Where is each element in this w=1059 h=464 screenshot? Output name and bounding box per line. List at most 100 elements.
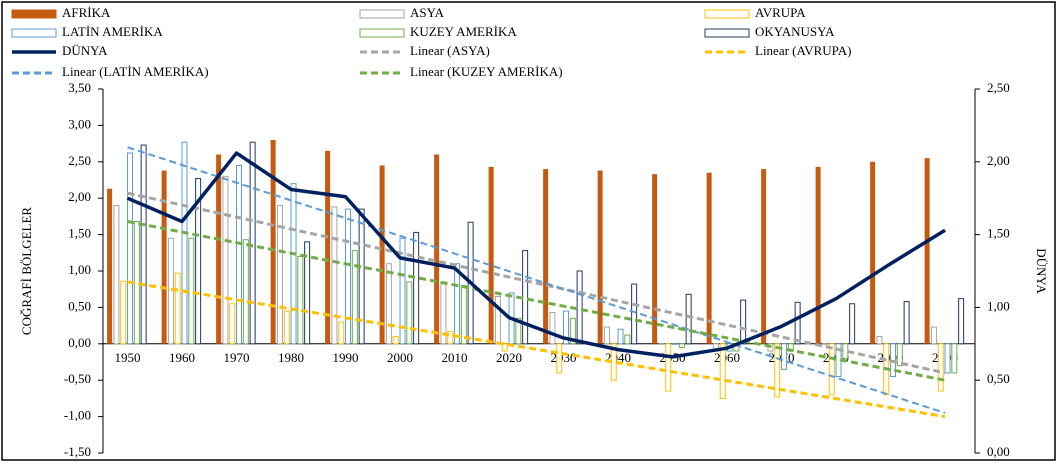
legend-label: Linear (LATİN AMERİKA) — [62, 64, 209, 79]
bar — [501, 343, 508, 352]
y-tick-label: -1,50 — [64, 444, 91, 459]
y-tick-label: 0,50 — [68, 298, 91, 313]
bar — [392, 336, 399, 345]
bar — [849, 303, 856, 345]
bar — [283, 310, 290, 345]
bar — [174, 272, 181, 345]
bar — [665, 343, 672, 392]
legend-label: AVRUPA — [755, 5, 806, 20]
bar — [944, 343, 951, 374]
bar — [761, 169, 767, 344]
bar — [297, 255, 304, 345]
y-tick-label: 3,00 — [68, 116, 91, 131]
legend-label: ASYA — [410, 5, 445, 20]
line-series — [126, 151, 946, 359]
bar — [678, 343, 685, 348]
bar — [406, 281, 413, 345]
bar — [658, 343, 665, 345]
bar — [345, 208, 352, 345]
bar — [896, 343, 903, 367]
bar — [242, 239, 249, 345]
bar — [937, 343, 944, 392]
bar — [781, 343, 788, 370]
bar — [930, 326, 937, 345]
bar — [325, 150, 331, 344]
bar — [229, 303, 236, 345]
legend-label: DÜNYA — [62, 43, 108, 58]
bar — [447, 330, 454, 345]
legend-label: Linear (AVRUPA) — [755, 43, 851, 58]
bar — [652, 174, 658, 344]
bar — [794, 301, 801, 345]
x-tick-label: 1990 — [333, 350, 359, 365]
bar — [842, 343, 849, 359]
bar — [331, 206, 338, 345]
bar — [958, 298, 965, 345]
x-tick-label: 1970 — [224, 350, 250, 365]
bar — [434, 154, 440, 344]
bar — [556, 343, 563, 374]
bar — [399, 237, 406, 345]
bar — [385, 263, 392, 345]
bar — [195, 178, 202, 345]
bar — [903, 301, 910, 345]
bar — [276, 204, 283, 345]
legend-label: Linear (ASYA) — [410, 43, 490, 58]
bar — [719, 343, 726, 399]
bar — [685, 293, 692, 345]
bar — [127, 152, 134, 345]
trendline — [127, 146, 946, 414]
legend-label: KUZEY AMERİKA — [410, 24, 517, 39]
y-tick-label: 2,00 — [68, 189, 91, 204]
bar — [290, 183, 297, 345]
bar — [515, 317, 522, 345]
bar — [140, 144, 147, 345]
legend-swatch — [11, 28, 57, 38]
y-tick-label: -0,50 — [64, 371, 91, 386]
bar — [597, 170, 603, 344]
bar — [603, 326, 610, 345]
bar — [351, 250, 358, 345]
y2-tick-label: 1,50 — [987, 226, 1010, 241]
legend-label: AFRİKA — [62, 5, 111, 20]
bar — [120, 280, 127, 345]
legend-swatch — [359, 28, 405, 38]
bar — [549, 311, 556, 345]
bar — [454, 263, 461, 345]
bar — [543, 169, 549, 344]
bar — [828, 343, 835, 396]
bar — [188, 237, 195, 345]
trendline — [127, 280, 946, 419]
legend-swatch — [11, 9, 57, 19]
bar — [624, 334, 631, 345]
bar — [876, 336, 883, 345]
y-tick-label: 0,00 — [68, 335, 91, 350]
y-tick-label: 2,50 — [68, 153, 91, 168]
bar — [236, 164, 243, 345]
bar — [672, 343, 679, 345]
trendline — [127, 191, 946, 375]
bar — [379, 165, 385, 344]
bar — [563, 310, 570, 345]
y2-tick-label: 1,00 — [987, 298, 1010, 313]
y-tick-label: 1,50 — [68, 226, 91, 241]
y-tick-label: -1,00 — [64, 408, 91, 423]
x-tick-label: 2060 — [714, 350, 740, 365]
y2-tick-label: 2,50 — [987, 80, 1010, 95]
bar — [113, 204, 120, 345]
y2-tick-label: 2,00 — [987, 153, 1010, 168]
x-tick-label: 1980 — [278, 350, 304, 365]
bar — [358, 208, 365, 345]
bar — [706, 172, 712, 344]
x-tick-label: 1960 — [169, 350, 195, 365]
legend-label: Linear (KUZEY AMERİKA) — [410, 64, 563, 79]
bar — [617, 328, 624, 345]
bar — [181, 141, 188, 345]
bar — [249, 141, 256, 345]
y-tick-label: 1,00 — [68, 262, 91, 277]
bar — [270, 139, 276, 344]
bar — [216, 154, 222, 344]
legend-swatch — [359, 9, 405, 19]
